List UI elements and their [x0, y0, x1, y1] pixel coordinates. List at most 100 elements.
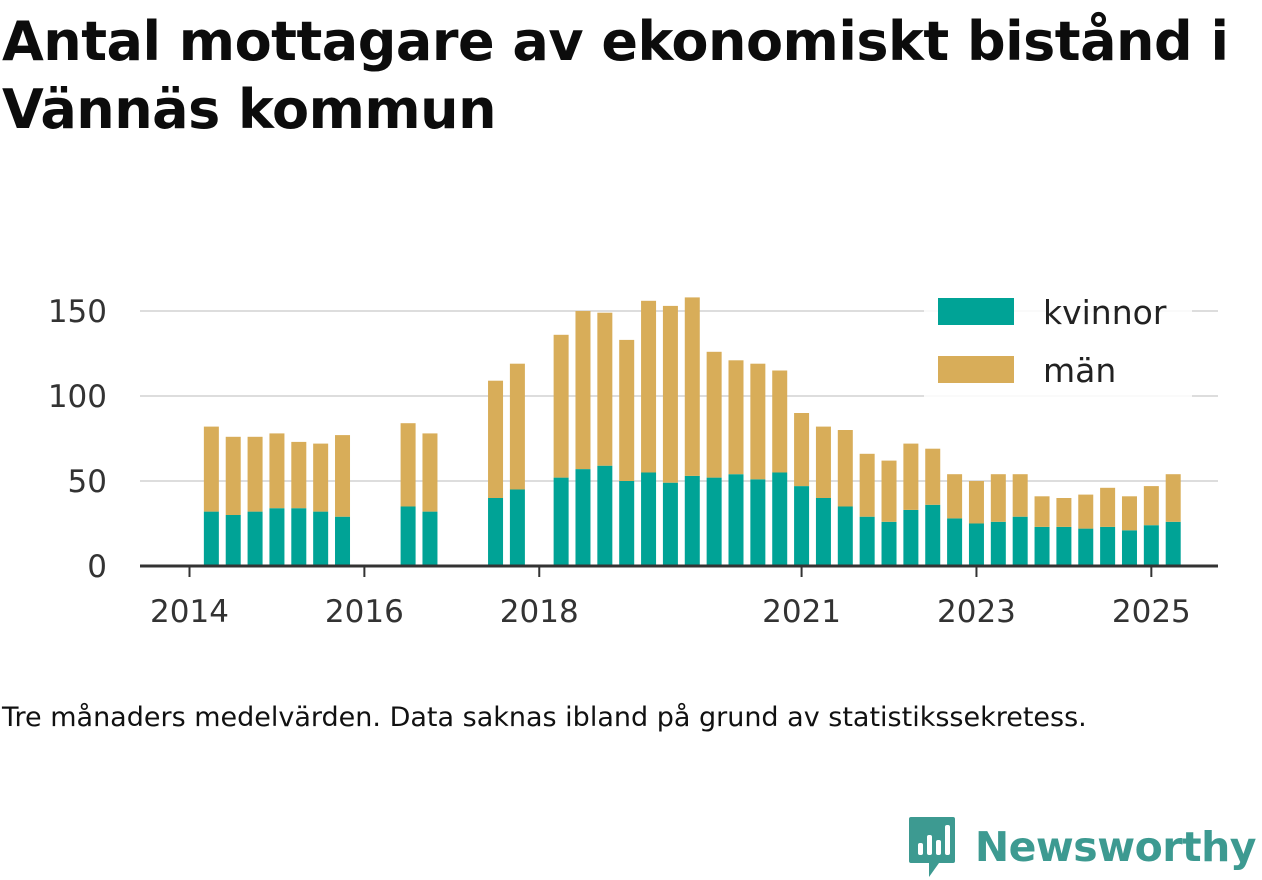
- bar-man: [662, 305, 678, 483]
- bar-man: [269, 433, 285, 509]
- bar-man: [641, 300, 657, 473]
- bar-kvinnor: [859, 516, 875, 566]
- bar-man: [1143, 486, 1159, 526]
- bar-man: [706, 351, 722, 478]
- legend-label: män: [1043, 351, 1116, 390]
- y-tick-label: 100: [48, 379, 107, 415]
- bar-kvinnor: [509, 489, 525, 566]
- bar-man: [837, 430, 853, 507]
- bar-man: [1165, 474, 1181, 522]
- bar-man: [1012, 474, 1028, 517]
- bar-man: [968, 481, 984, 524]
- bar-man: [990, 474, 1006, 522]
- bar-kvinnor: [553, 477, 569, 566]
- y-tick-label: 150: [48, 294, 107, 330]
- bar-kvinnor: [247, 511, 263, 566]
- bar-man: [509, 363, 525, 490]
- bar-kvinnor: [1012, 516, 1028, 566]
- bar-man: [422, 433, 438, 512]
- bar-man: [750, 363, 766, 480]
- bar-man: [575, 311, 591, 470]
- bar-man: [553, 334, 569, 478]
- bar-man: [291, 441, 307, 509]
- bar-kvinnor: [422, 511, 438, 566]
- bar-man: [1100, 487, 1116, 527]
- legend-swatch: [938, 298, 1014, 325]
- bar-kvinnor: [203, 511, 219, 566]
- stacked-bar-chart: 0 50 100 150 2014 2016 2018 2021 2023 2025 kvinno…: [48, 292, 1218, 630]
- x-tick-label: 2023: [937, 594, 1016, 630]
- bar-kvinnor: [597, 465, 613, 566]
- bar-kvinnor: [1143, 525, 1159, 566]
- bar-kvinnor: [1121, 530, 1137, 566]
- bar-kvinnor: [488, 498, 504, 566]
- bar-man: [1034, 496, 1050, 527]
- bar-man: [203, 426, 219, 512]
- bar-kvinnor: [750, 479, 766, 566]
- bar-kvinnor: [1034, 526, 1050, 566]
- bar-man: [859, 453, 875, 517]
- bar-kvinnor: [903, 509, 919, 566]
- axes: 0 50 100 150 2014 2016 2018 2021 2023 2025: [48, 294, 1218, 630]
- bar-man: [335, 435, 351, 517]
- bar-series: [203, 297, 1181, 566]
- bar-kvinnor: [968, 523, 984, 566]
- legend-swatch: [938, 356, 1014, 383]
- bar-kvinnor: [684, 475, 700, 566]
- bar-kvinnor: [1100, 526, 1116, 566]
- bar-kvinnor: [662, 482, 678, 566]
- x-tick-label: 2016: [325, 594, 404, 630]
- bar-kvinnor: [1056, 526, 1072, 566]
- brand-logo: Newsworthy: [907, 814, 1257, 880]
- bar-kvinnor: [706, 477, 722, 566]
- brand-name: Newsworthy: [974, 823, 1257, 871]
- bar-kvinnor: [837, 506, 853, 566]
- bar-kvinnor: [269, 508, 285, 566]
- bar-man: [903, 443, 919, 510]
- bar-man: [247, 436, 263, 512]
- legend: kvinnor män: [924, 292, 1192, 398]
- bar-kvinnor: [990, 521, 1006, 566]
- bar-man: [772, 370, 788, 473]
- bar-man: [313, 443, 329, 512]
- bar-kvinnor: [925, 504, 941, 566]
- chart-title: Antal mottagare av ekonomiskt bistånd i …: [2, 10, 1229, 141]
- bar-kvinnor: [291, 508, 307, 566]
- y-tick-label: 50: [68, 464, 107, 500]
- bar-man: [684, 297, 700, 476]
- footnote: Tre månaders medelvärden. Data saknas ib…: [2, 702, 1087, 733]
- x-tick-label: 2025: [1112, 594, 1191, 630]
- bar-man: [815, 426, 831, 498]
- bar-man: [619, 339, 635, 481]
- bar-kvinnor: [794, 486, 810, 566]
- bar-kvinnor: [947, 518, 963, 566]
- bar-kvinnor: [772, 472, 788, 566]
- bar-man: [400, 423, 416, 507]
- bar-kvinnor: [400, 506, 416, 566]
- bar-kvinnor: [575, 469, 591, 566]
- x-tick-label: 2018: [500, 594, 579, 630]
- bar-kvinnor: [881, 521, 897, 566]
- bar-kvinnor: [619, 481, 635, 566]
- bar-kvinnor: [1165, 521, 1181, 566]
- bar-man: [1121, 496, 1137, 531]
- bar-man: [597, 312, 613, 466]
- bar-man: [1056, 498, 1072, 527]
- bar-man: [794, 413, 810, 487]
- bar-kvinnor: [728, 474, 744, 566]
- bar-man: [947, 474, 963, 519]
- bar-man: [225, 436, 241, 515]
- bar-man: [1078, 494, 1094, 529]
- bar-man: [488, 380, 504, 498]
- x-tick-label: 2014: [150, 594, 229, 630]
- bar-man: [728, 360, 744, 475]
- bar-man: [881, 460, 897, 522]
- bar-kvinnor: [335, 516, 351, 566]
- x-tick-label: 2021: [762, 594, 841, 630]
- bar-kvinnor: [225, 515, 241, 566]
- bar-kvinnor: [641, 472, 657, 566]
- bar-kvinnor: [313, 511, 329, 566]
- legend-label: kvinnor: [1043, 293, 1167, 332]
- bar-kvinnor: [815, 498, 831, 566]
- newsworthy-logo-icon: [908, 817, 955, 877]
